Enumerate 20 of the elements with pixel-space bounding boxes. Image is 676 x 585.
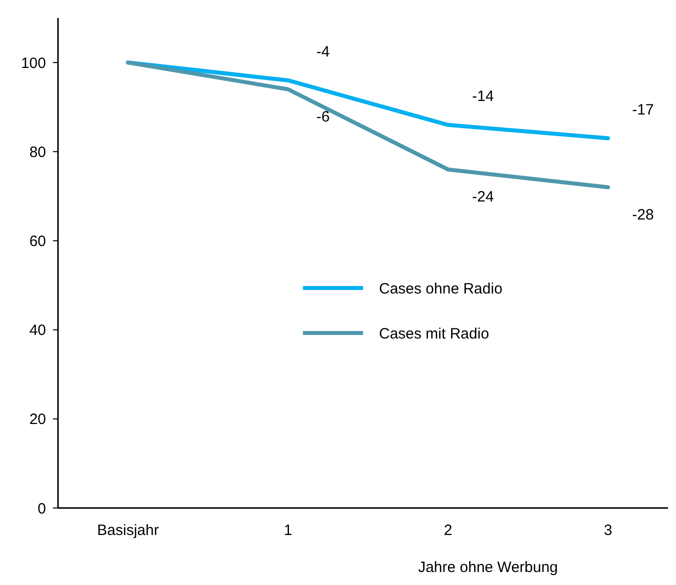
annotation: -4 xyxy=(316,43,330,60)
annotation: -17 xyxy=(632,101,654,118)
x-tick-label: 3 xyxy=(604,522,612,539)
y-tick-label: 20 xyxy=(29,411,46,428)
annotation: -24 xyxy=(472,188,494,206)
y-tick-label: 60 xyxy=(29,232,46,250)
annotation: -6 xyxy=(316,108,330,126)
line-series xyxy=(126,60,610,190)
x-axis-title: Jahre ohne Werbung xyxy=(418,559,558,576)
y-tick-label: 40 xyxy=(29,322,46,340)
legend-label: Cases mit Radio xyxy=(379,325,490,342)
x-tick-label: Basisjahr xyxy=(97,522,159,539)
annotation: -14 xyxy=(472,88,494,105)
annotation: -28 xyxy=(632,206,654,224)
legend-label: Cases ohne Radio xyxy=(379,280,502,298)
y-tick-label: 80 xyxy=(29,144,46,161)
x-tick-label: 2 xyxy=(444,522,452,539)
y-tick-label: 100 xyxy=(20,54,46,72)
x-tick-label: 1 xyxy=(284,522,292,539)
y-tick-label: 0 xyxy=(38,500,46,518)
